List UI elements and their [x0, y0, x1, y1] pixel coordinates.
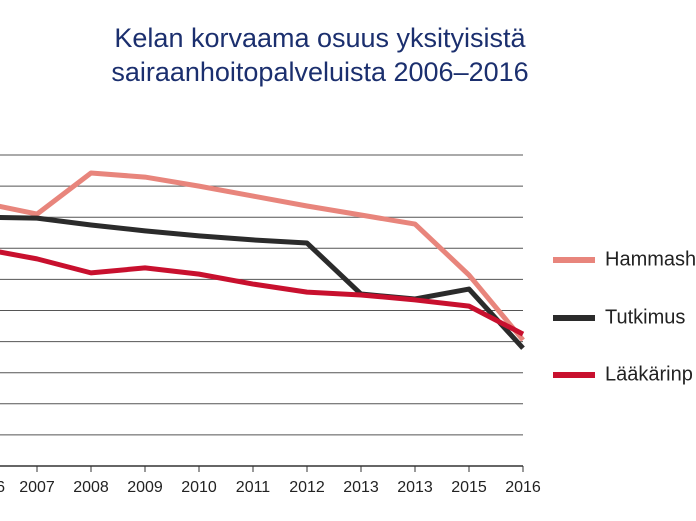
x-tick-label: 2016	[505, 479, 541, 496]
x-tick-label: 2011	[236, 479, 271, 496]
x-tick-label: 2015	[451, 479, 487, 496]
x-tick-label: 2009	[127, 479, 163, 496]
data-line	[0, 170, 525, 342]
data-line	[0, 214, 525, 350]
x-tick-label: 2012	[289, 479, 325, 496]
x-tick-label: 2010	[181, 479, 217, 496]
legend-label: Lääkärinp	[605, 363, 693, 385]
x-tick-label: 2007	[19, 479, 55, 496]
x-tick-label: 6	[0, 479, 5, 496]
chart-title: sairaanhoitopalveluista 2006–2016	[111, 57, 528, 87]
data-line	[0, 249, 525, 337]
legend-label: Tutkimus	[605, 306, 685, 328]
x-tick-label: 2013	[397, 479, 433, 496]
legend-label: Hammash	[605, 248, 696, 270]
chart-title: Kelan korvaama osuus yksityisistä	[114, 23, 526, 53]
x-tick-label: 2013	[343, 479, 379, 496]
x-tick-label: 2008	[73, 479, 109, 496]
